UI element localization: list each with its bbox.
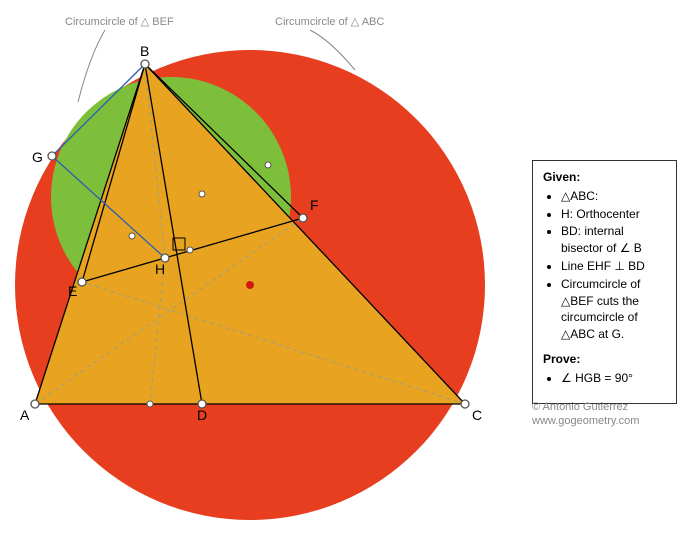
figure-container: A B C D E F G H Circumcircle of △ BEF Circumcir… bbox=[10, 10, 682, 531]
callout-label-bef: Circumcircle of △ BEF bbox=[65, 15, 174, 28]
prove-title: Prove: bbox=[543, 351, 666, 368]
svg-text:A: A bbox=[20, 407, 30, 423]
prove-list: ∠ HGB = 90° bbox=[543, 370, 666, 387]
credit-url: www.gogeometry.com bbox=[532, 414, 677, 428]
prove-item: ∠ HGB = 90° bbox=[561, 370, 666, 387]
svg-text:B: B bbox=[140, 43, 149, 59]
given-item: H: Orthocenter bbox=[561, 206, 666, 223]
svg-text:F: F bbox=[310, 197, 319, 213]
svg-text:E: E bbox=[68, 283, 77, 299]
given-title: Given: bbox=[543, 169, 666, 186]
credit-block: © Antonio Gutierrez www.gogeometry.com bbox=[532, 400, 677, 429]
svg-text:D: D bbox=[197, 407, 207, 423]
credit-author: © Antonio Gutierrez bbox=[532, 400, 677, 414]
callout-label-abc: Circumcircle of △ ABC bbox=[275, 15, 384, 28]
given-item: Circumcircle of △BEF cuts the circumcirc… bbox=[561, 276, 666, 343]
svg-text:G: G bbox=[32, 149, 43, 165]
info-box: Given: △ABC:H: OrthocenterBD: internal b… bbox=[532, 160, 677, 404]
given-list: △ABC:H: OrthocenterBD: internal bisector… bbox=[543, 188, 666, 343]
svg-text:H: H bbox=[155, 261, 165, 277]
svg-text:C: C bbox=[472, 407, 482, 423]
given-item: BD: internal bisector of ∠ B bbox=[561, 223, 666, 257]
given-item: Line EHF ⊥ BD bbox=[561, 258, 666, 275]
given-item: △ABC: bbox=[561, 188, 666, 205]
